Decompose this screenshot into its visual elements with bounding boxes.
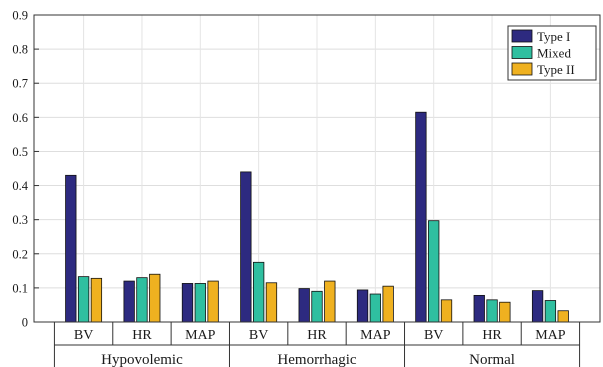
bar-type-i (531, 290, 544, 323)
legend-label: Type I (537, 29, 570, 44)
bar-type-ii (440, 299, 453, 323)
y-tick-label: 0.3 (12, 213, 28, 227)
bars (65, 111, 569, 323)
bar-type-ii (499, 301, 511, 323)
x-category-label: HR (482, 328, 502, 343)
y-tick-label: 0.6 (12, 111, 28, 125)
x-category-label: MAP (360, 328, 391, 343)
bar-type-i (298, 288, 310, 323)
x-category-label: HR (307, 328, 327, 343)
y-tick-label: 0.7 (12, 77, 28, 91)
bar-type-ii (90, 277, 103, 323)
bar-type-ii (207, 280, 219, 323)
bar-mixed (311, 290, 323, 323)
bar-type-i (473, 294, 485, 323)
bar-type-i (415, 111, 427, 323)
bar-type-i (123, 280, 135, 323)
bar-mixed (194, 283, 206, 323)
legend-swatch (511, 46, 533, 59)
x-group-label: Normal (469, 352, 515, 367)
y-tick-label: 0.2 (12, 247, 28, 261)
y-tick-label: 0.9 (12, 9, 28, 23)
bar-type-i (65, 174, 77, 323)
x-category-label: MAP (185, 328, 216, 343)
x-category-label: BV (74, 328, 93, 343)
legend-swatch (511, 29, 533, 43)
plot-frame (33, 14, 601, 323)
bar-mixed (136, 277, 148, 323)
bar-type-ii (265, 282, 278, 323)
legend-label: Mixed (537, 46, 571, 61)
bar-mixed (252, 261, 265, 323)
x-category-label: BV (249, 328, 268, 343)
x-group-label: Hemorrhagic (277, 352, 356, 367)
y-tick-label: 0.1 (12, 281, 28, 295)
y-tick-label: 0 (22, 316, 28, 330)
bar-mixed (428, 220, 440, 323)
bar-type-ii (324, 280, 336, 323)
bar-type-ii (557, 310, 569, 323)
bar-type-ii (149, 273, 161, 323)
axes: 0 0.1 0.2 0.3 0.4 0.5 0.6 0.7 0.8 0.9 BV HR MAP BV HR M… (12, 9, 601, 367)
bar-type-i (181, 283, 194, 323)
bar-type-i (356, 289, 369, 323)
bar-type-ii (382, 285, 394, 323)
x-category-label: MAP (535, 328, 566, 343)
bar-mixed (369, 293, 382, 323)
y-tick-label: 0.8 (12, 43, 28, 57)
legend-label: Type II (537, 62, 575, 77)
bar-type-i (240, 171, 252, 323)
bar-mixed (486, 299, 498, 323)
bar-mixed (544, 300, 557, 323)
y-tick-label: 0.4 (12, 179, 28, 193)
y-tick-label: 0.5 (12, 145, 28, 159)
legend-swatch (511, 62, 533, 76)
bar-mixed (77, 276, 90, 323)
x-category-label: HR (132, 328, 152, 343)
x-category-label: BV (424, 328, 443, 343)
x-group-label: Hypovolemic (101, 352, 183, 367)
